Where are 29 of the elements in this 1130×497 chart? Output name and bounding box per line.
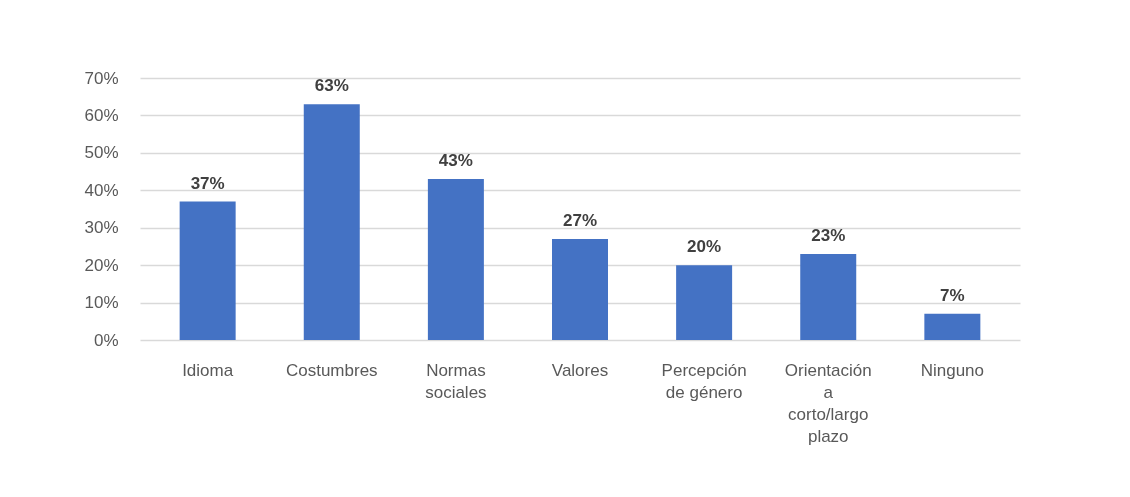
data-label: 63% <box>314 76 349 96</box>
x-tick-label: Costumbres <box>285 360 378 380</box>
x-tick-label: Valores <box>551 360 609 380</box>
data-label: 20% <box>687 237 722 257</box>
x-tick-label: Normas sociales <box>425 360 487 402</box>
data-label: 37% <box>190 173 225 193</box>
y-tick-label: 10% <box>84 293 119 313</box>
y-tick-label: 40% <box>84 180 119 200</box>
bar <box>924 313 981 340</box>
y-tick-label: 0% <box>93 330 119 350</box>
bar <box>676 265 733 340</box>
y-tick-label: 60% <box>84 105 119 125</box>
y-tick-label: 70% <box>84 68 119 88</box>
data-label: 23% <box>811 225 846 245</box>
x-tick-label: Ninguno <box>920 360 985 380</box>
x-tick-label: Idioma <box>182 360 234 380</box>
data-label: 27% <box>562 210 598 230</box>
y-tick-label: 50% <box>84 143 119 163</box>
y-tick-label: 30% <box>84 218 119 238</box>
bar <box>552 238 608 340</box>
bar <box>303 104 360 340</box>
x-tick-label: Percepción de género <box>661 360 747 402</box>
bar <box>179 201 236 340</box>
data-label: 43% <box>438 151 473 171</box>
x-tick-label: Orientación a corto/largo plazo <box>784 360 872 446</box>
y-tick-label: 20% <box>84 255 119 275</box>
bar <box>800 253 857 340</box>
data-label: 7% <box>940 285 965 305</box>
bar <box>427 179 484 340</box>
